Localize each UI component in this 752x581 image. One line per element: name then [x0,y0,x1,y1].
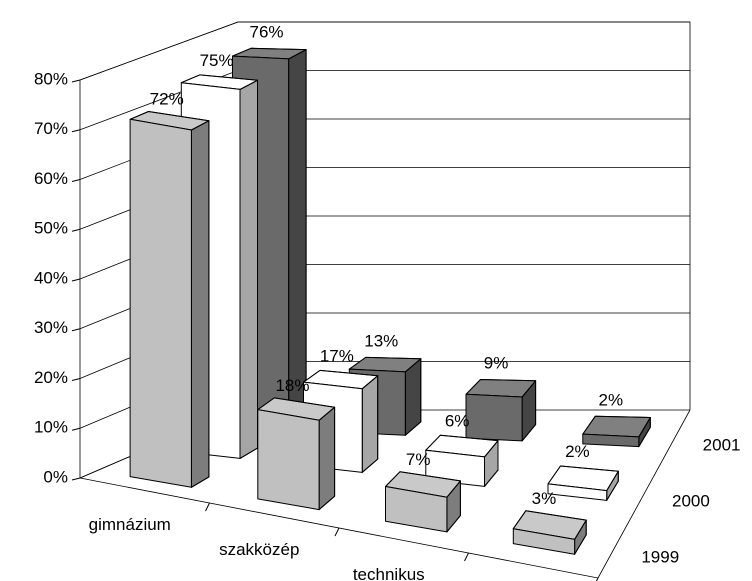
y-tick [71,477,81,481]
bar-side-shade [318,406,336,511]
grid-line [79,21,690,81]
bar [129,111,210,488]
y-tick-label: 70% [34,119,68,138]
bar [582,415,651,448]
bar-side-shade [190,120,210,488]
y-tick-label: 60% [34,169,68,188]
bar [465,379,537,442]
y-tick [71,228,81,232]
bar-front [257,409,320,511]
bar [257,397,336,511]
depth-label: 2001 [703,435,741,454]
data-label: 7% [406,450,431,469]
x-tick-label: szakközép [219,540,299,559]
data-label: 13% [364,332,398,351]
y-tick-label: 10% [34,418,68,437]
y-tick [71,378,81,381]
x-tick [595,577,599,581]
y-tick-label: 40% [34,268,68,287]
bar-side-shade [288,49,307,431]
bar-front [425,449,485,487]
data-label: 76% [250,22,284,41]
y-tick [71,278,81,282]
x-tick-label: technikus [353,565,425,581]
y-tick [71,427,81,431]
data-label: 3% [532,489,557,508]
y-tick-label: 20% [34,368,68,387]
y-tick-label: 50% [34,219,68,238]
bar [385,471,461,533]
bar-side-shade [239,79,258,459]
data-label: 6% [445,411,470,430]
bar-front [129,118,192,488]
y-tick-label: 0% [43,467,68,486]
bar-front [582,433,640,448]
bar-front [385,486,448,533]
bar-front [465,393,523,442]
bar-side-shade [361,375,379,473]
y-tick-label: 80% [34,69,68,88]
data-label: 17% [320,347,354,366]
x-tick [464,552,469,562]
data-label: 2% [599,390,624,409]
x-tick [205,502,210,512]
data-label: 72% [150,90,184,109]
bar [547,465,619,501]
data-label: 9% [484,354,509,373]
depth-label: 2000 [672,491,710,510]
bar-front [547,483,608,501]
y-tick-label: 30% [34,318,68,337]
y-tick [71,179,81,182]
bar [512,510,587,555]
data-label: 2% [565,442,590,461]
bar-front [512,528,576,555]
x-tick [334,527,340,537]
y-tick [71,328,81,332]
data-label: 75% [200,51,234,70]
y-tick [71,129,81,133]
bar-top-shade [582,415,651,438]
bar [425,434,499,487]
data-label: 18% [275,376,309,395]
y-tick [71,79,81,83]
depth-label: 1999 [641,547,679,566]
x-tick-label: gimnázium [89,515,171,534]
